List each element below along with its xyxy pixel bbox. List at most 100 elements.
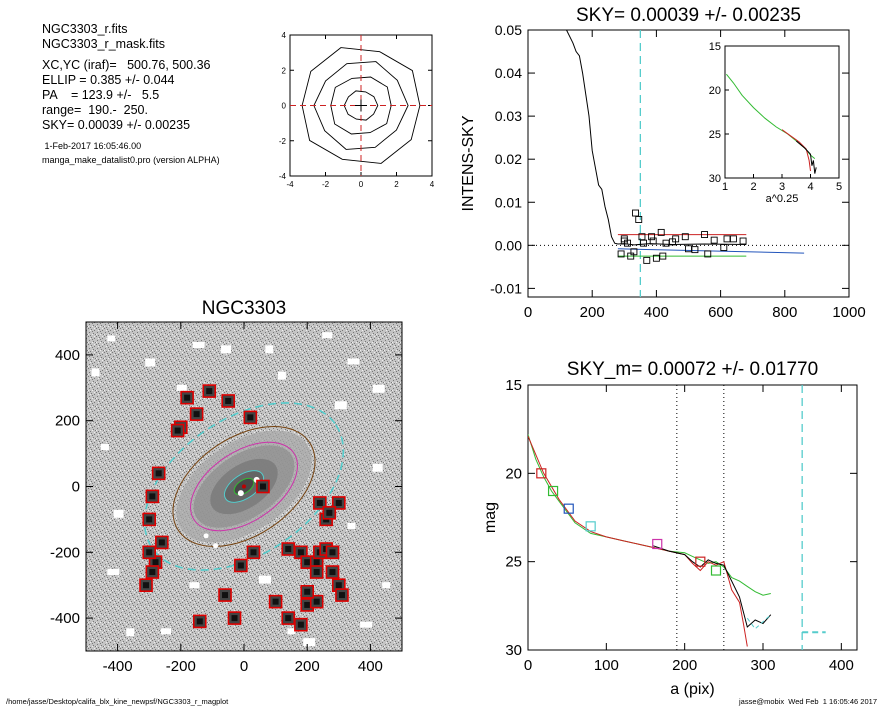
- mask-box-core: [313, 559, 320, 566]
- intens-sky-point: [701, 231, 708, 239]
- intens-sky-point: [638, 233, 646, 241]
- mask-box-core: [335, 499, 342, 506]
- masked-region: [277, 371, 286, 380]
- inset-red-line: [781, 129, 811, 172]
- mask-box-core: [146, 516, 153, 523]
- mag-xtick-label: 200: [672, 657, 697, 674]
- intens-sky-point: [710, 236, 718, 244]
- inset-xtick-label: 2: [750, 181, 756, 193]
- galaxy-xtick-label: 400: [358, 658, 383, 675]
- inset-ytick-label: 30: [709, 173, 721, 185]
- masked-region: [91, 368, 100, 377]
- intens-ytick-label: 0.00: [495, 237, 522, 253]
- inset-black-line: [795, 140, 817, 174]
- mag-data: [528, 385, 826, 650]
- masked-region: [107, 569, 120, 576]
- masked-region: [347, 522, 356, 529]
- mask-box-core: [329, 549, 336, 556]
- mag-cyan-line: [746, 614, 772, 630]
- mask-box-core: [297, 549, 304, 556]
- mask-box-core: [329, 569, 336, 576]
- mag-ellipse-marker: [652, 538, 663, 550]
- mask-box-core: [250, 549, 257, 556]
- contour-ytick-label: 0: [282, 102, 287, 111]
- masked-star: [213, 543, 219, 549]
- mag-ylabel: mag: [482, 502, 499, 533]
- masked-region: [265, 345, 274, 354]
- mask-box-core: [158, 539, 165, 546]
- mag-red-line: [528, 436, 748, 647]
- inset-data: [726, 73, 817, 174]
- mask-box-core: [149, 493, 156, 500]
- intens-sky-point: [704, 250, 712, 258]
- intens-ytick-label: 0.03: [495, 108, 522, 124]
- intens-ytick-label: 0.01: [495, 194, 522, 210]
- mask-box-core: [335, 582, 342, 589]
- mag-ellipse-marker: [563, 503, 574, 514]
- mask-box-core: [146, 549, 153, 556]
- galaxy-xtick-label: 200: [295, 658, 320, 675]
- intens-sky-point: [739, 237, 747, 245]
- masked-region: [192, 342, 205, 349]
- mag-ellipse-marker: [710, 565, 722, 576]
- masked-region: [189, 582, 200, 589]
- galaxy-ytick-label: 0: [72, 479, 80, 496]
- intens-xtick-label: 0: [524, 304, 532, 321]
- mask-box-core: [225, 397, 232, 404]
- intens-xtick-label: 600: [708, 304, 733, 321]
- galaxy-ytick-label: -400: [50, 610, 80, 627]
- mask-box-core: [152, 559, 159, 566]
- mask-box-core: [313, 598, 320, 605]
- info-program: manga_make_datalist0.pro (version ALPHA): [42, 155, 220, 165]
- intens-sky-point: [617, 250, 625, 258]
- mag-xtick-label: 300: [750, 657, 775, 674]
- contour-ytick-label: -4: [279, 172, 287, 181]
- intens-sky-point: [681, 233, 689, 241]
- footer-path: /home/jasse/Desktop/califa_blx_kine_newp…: [6, 697, 229, 706]
- mag-ytick-label: 25: [505, 554, 522, 571]
- intens-xtick-label: 800: [772, 304, 797, 321]
- masked-region: [372, 384, 385, 393]
- mask-box-core: [326, 509, 333, 516]
- intens-ylabel: INTENS-SKY: [460, 115, 477, 211]
- contour-xtick-label: -2: [322, 180, 330, 189]
- masked-region: [113, 509, 124, 518]
- info-line: SKY= 0.00039 +/- 0.00235: [42, 118, 191, 132]
- mask-box-core: [338, 592, 345, 599]
- intens-frame: [527, 29, 850, 298]
- masked-region: [100, 444, 109, 451]
- inset-ytick-label: 15: [709, 41, 721, 53]
- info-line: NGC3303_r.fits: [42, 22, 128, 36]
- intens-sky-point: [720, 244, 728, 251]
- intens-sky-point: [657, 228, 665, 236]
- contour-ytick-label: 2: [282, 66, 287, 75]
- isophote-ellipse-cyan: [223, 470, 265, 503]
- galaxy-xtick-label: -200: [166, 658, 196, 675]
- intens-sky-point: [729, 235, 737, 243]
- mag-xtick-label: 100: [594, 657, 619, 674]
- masked-region: [322, 332, 333, 339]
- info-line: XC,YC (iraf)= 500.76, 500.36: [42, 58, 211, 72]
- mask-box-core: [149, 569, 156, 576]
- intens-ytick-label: 0.05: [495, 22, 522, 38]
- intens-sky-point: [632, 209, 639, 217]
- mask-box-core: [304, 588, 311, 595]
- mask-box-core: [247, 414, 254, 421]
- mag-xtick-label: 400: [829, 657, 854, 674]
- intens-sky-point: [640, 239, 648, 247]
- mask-box-core: [285, 546, 292, 553]
- galaxy-center: [242, 484, 246, 489]
- mask-box-core: [206, 388, 213, 395]
- mask-box-core: [313, 569, 320, 576]
- intens-sky-point: [635, 216, 643, 223]
- galaxy-ytick-label: 200: [55, 413, 80, 430]
- contour-xtick-label: -4: [286, 180, 294, 189]
- contour-ytick-label: 4: [282, 31, 287, 40]
- intens-sky-point: [620, 235, 628, 243]
- mag-frame: [527, 384, 858, 651]
- intens-xtick-label: 400: [644, 304, 669, 321]
- mag-ellipse-marker: [585, 521, 596, 532]
- masked-region: [382, 582, 391, 589]
- mask-box-core: [259, 483, 266, 490]
